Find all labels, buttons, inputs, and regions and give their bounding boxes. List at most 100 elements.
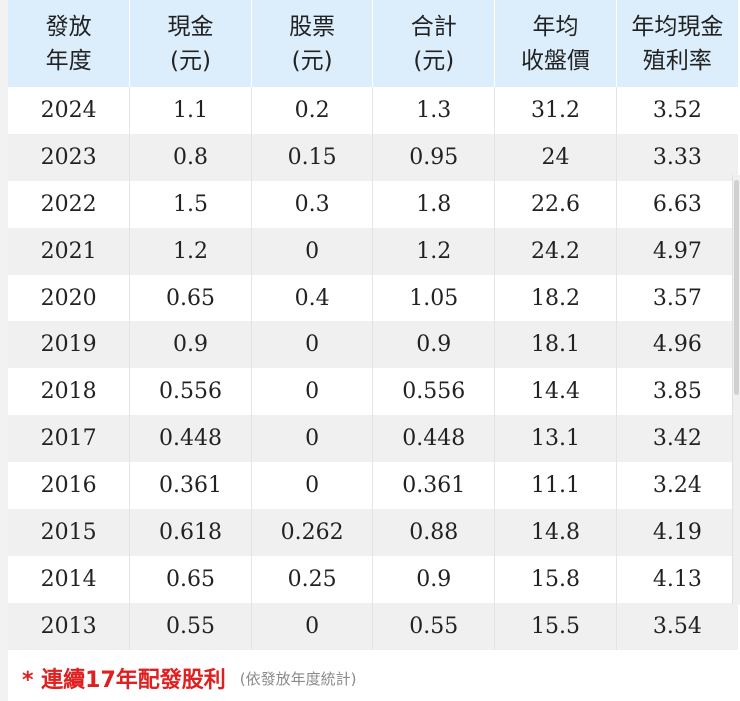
table-row: 2022 1.5 0.3 1.8 22.6 6.63 xyxy=(8,180,738,228)
cell-cash: 0.361 xyxy=(129,462,252,510)
cell-total: 0.9 xyxy=(372,555,496,603)
cell-stock: 0 xyxy=(251,415,374,463)
table-row: 2021 1.2 0 1.2 24.2 4.97 xyxy=(8,227,738,275)
cell-stock: 0 xyxy=(251,462,374,510)
table-row: 2018 0.556 0 0.556 14.4 3.85 xyxy=(8,368,738,416)
cell-cash: 0.9 xyxy=(129,321,252,369)
cell-total: 0.361 xyxy=(372,462,496,510)
cell-avg-price: 24.2 xyxy=(494,227,617,275)
cell-year: 2015 xyxy=(8,509,131,556)
cell-year: 2020 xyxy=(8,274,131,322)
cell-avg-yield: 3.52 xyxy=(616,87,738,134)
header-avg-price: 年均 收盤價 xyxy=(494,0,617,87)
cell-avg-yield: 4.96 xyxy=(616,321,738,369)
table-row: 2016 0.361 0 0.361 11.1 3.24 xyxy=(8,462,738,510)
cell-avg-price: 18.2 xyxy=(494,274,617,322)
cell-stock: 0.262 xyxy=(251,509,374,556)
cell-year: 2018 xyxy=(8,368,131,416)
cell-year: 2016 xyxy=(8,462,131,510)
cell-year: 2014 xyxy=(8,555,131,603)
cell-year: 2013 xyxy=(8,602,131,650)
cell-year: 2023 xyxy=(8,133,131,181)
header-year: 發放 年度 xyxy=(8,0,131,87)
cell-total: 0.95 xyxy=(372,133,496,181)
cell-avg-yield: 4.13 xyxy=(616,555,738,603)
cell-year: 2021 xyxy=(8,227,131,275)
footnote-main: * 連續17年配發股利 xyxy=(22,668,226,693)
cell-total: 0.55 xyxy=(372,602,496,650)
cell-stock: 0.4 xyxy=(251,274,374,322)
cell-stock: 0 xyxy=(251,227,374,275)
cell-cash: 0.556 xyxy=(129,368,252,416)
cell-avg-price: 15.5 xyxy=(494,602,617,650)
cell-stock: 0 xyxy=(251,368,374,416)
cell-avg-price: 14.8 xyxy=(494,509,617,556)
cell-total: 1.05 xyxy=(372,274,496,322)
cell-avg-price: 22.6 xyxy=(494,180,617,228)
header-stock: 股票 (元) xyxy=(251,0,374,87)
cell-avg-yield: 4.97 xyxy=(616,227,738,275)
card-left-edge xyxy=(0,0,8,701)
cell-cash: 0.65 xyxy=(129,274,252,322)
cell-avg-price: 31.2 xyxy=(494,87,617,134)
cell-year: 2019 xyxy=(8,321,131,369)
cell-avg-price: 18.1 xyxy=(494,321,617,369)
cell-stock: 0.2 xyxy=(251,87,374,134)
table-row: 2024 1.1 0.2 1.3 31.2 3.52 xyxy=(8,87,738,134)
cell-avg-yield: 3.54 xyxy=(616,602,738,650)
cell-stock: 0 xyxy=(251,321,374,369)
cell-total: 0.88 xyxy=(372,509,496,556)
cell-total: 0.9 xyxy=(372,321,496,369)
footnote: * 連續17年配發股利 (依發放年度統計) xyxy=(22,660,357,696)
cell-avg-price: 15.8 xyxy=(494,555,617,603)
cell-stock: 0 xyxy=(251,602,374,650)
table-body: 2024 1.1 0.2 1.3 31.2 3.52 2023 0.8 0.15 0.95 24 3.… xyxy=(8,87,738,650)
cell-stock: 0.3 xyxy=(251,180,374,228)
cell-avg-yield: 3.42 xyxy=(616,415,738,463)
cell-cash: 0.448 xyxy=(129,415,252,463)
cell-year: 2024 xyxy=(8,87,131,134)
footnote-sub: (依發放年度統計) xyxy=(239,669,357,688)
cell-total: 1.2 xyxy=(372,227,496,275)
cell-year: 2017 xyxy=(8,415,131,463)
cell-cash: 1.1 xyxy=(129,87,252,134)
cell-stock: 0.15 xyxy=(251,133,374,181)
cell-avg-yield: 3.57 xyxy=(616,274,738,322)
cell-cash: 1.5 xyxy=(129,180,252,228)
cell-total: 1.8 xyxy=(372,180,496,228)
cell-cash: 1.2 xyxy=(129,227,252,275)
cell-avg-price: 11.1 xyxy=(494,462,617,510)
table-row: 2019 0.9 0 0.9 18.1 4.96 xyxy=(8,321,738,369)
cell-avg-price: 13.1 xyxy=(494,415,617,463)
cell-avg-yield: 3.85 xyxy=(616,368,738,416)
table-row: 2013 0.55 0 0.55 15.5 3.54 xyxy=(8,602,738,650)
table-row: 2017 0.448 0 0.448 13.1 3.42 xyxy=(8,415,738,463)
cell-avg-yield: 3.33 xyxy=(616,133,738,181)
header-row: 發放 年度 現金 (元) 股票 (元) 合計 (元) 年均 收盤價 xyxy=(8,0,738,87)
cell-avg-yield: 4.19 xyxy=(616,509,738,556)
table-row: 2015 0.618 0.262 0.88 14.8 4.19 xyxy=(8,509,738,556)
dividend-table: 發放 年度 現金 (元) 股票 (元) 合計 (元) 年均 收盤價 xyxy=(8,0,738,650)
table-header: 發放 年度 現金 (元) 股票 (元) 合計 (元) 年均 收盤價 xyxy=(8,0,738,87)
header-avg-yield: 年均現金 殖利率 xyxy=(616,0,738,87)
table-row: 2020 0.65 0.4 1.05 18.2 3.57 xyxy=(8,274,738,322)
header-cash: 現金 (元) xyxy=(129,0,252,87)
cell-year: 2022 xyxy=(8,180,131,228)
cell-total: 0.556 xyxy=(372,368,496,416)
table-row: 2014 0.65 0.25 0.9 15.8 4.13 xyxy=(8,555,738,603)
cell-cash: 0.65 xyxy=(129,555,252,603)
cell-stock: 0.25 xyxy=(251,555,374,603)
cell-total: 0.448 xyxy=(372,415,496,463)
table-row: 2023 0.8 0.15 0.95 24 3.33 xyxy=(8,133,738,181)
cell-total: 1.3 xyxy=(372,87,496,134)
cell-avg-price: 14.4 xyxy=(494,368,617,416)
cell-avg-yield: 3.24 xyxy=(616,462,738,510)
scrollbar-thumb[interactable] xyxy=(734,180,739,395)
header-total: 合計 (元) xyxy=(372,0,496,87)
cell-cash: 0.8 xyxy=(129,133,252,181)
cell-avg-yield: 6.63 xyxy=(616,180,738,228)
cell-cash: 0.618 xyxy=(129,509,252,556)
cell-avg-price: 24 xyxy=(494,133,617,181)
cell-cash: 0.55 xyxy=(129,602,252,650)
